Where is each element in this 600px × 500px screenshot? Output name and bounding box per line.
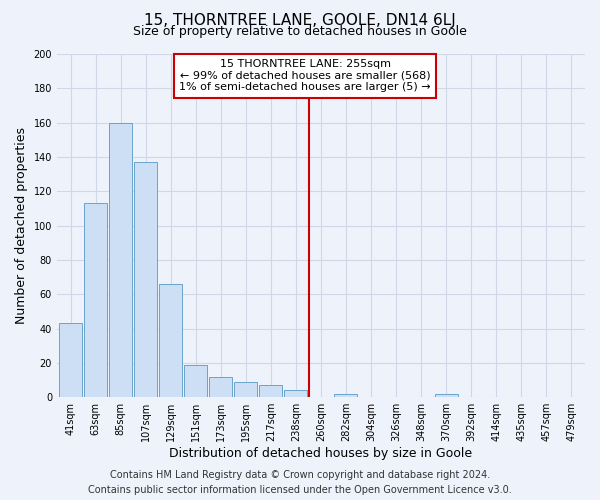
Bar xyxy=(134,162,157,397)
Bar xyxy=(284,390,307,397)
Bar xyxy=(209,376,232,397)
Bar xyxy=(84,204,107,397)
Bar xyxy=(235,382,257,397)
Text: Size of property relative to detached houses in Goole: Size of property relative to detached ho… xyxy=(133,25,467,38)
Text: 15 THORNTREE LANE: 255sqm
← 99% of detached houses are smaller (568)
1% of semi-: 15 THORNTREE LANE: 255sqm ← 99% of detac… xyxy=(179,59,431,92)
Bar xyxy=(59,324,82,397)
X-axis label: Distribution of detached houses by size in Goole: Distribution of detached houses by size … xyxy=(169,447,473,460)
Bar xyxy=(159,284,182,397)
Bar xyxy=(334,394,358,397)
Bar xyxy=(109,122,132,397)
Y-axis label: Number of detached properties: Number of detached properties xyxy=(15,127,28,324)
Text: Contains HM Land Registry data © Crown copyright and database right 2024.
Contai: Contains HM Land Registry data © Crown c… xyxy=(88,470,512,495)
Bar xyxy=(259,385,283,397)
Bar xyxy=(184,364,208,397)
Text: 15, THORNTREE LANE, GOOLE, DN14 6LJ: 15, THORNTREE LANE, GOOLE, DN14 6LJ xyxy=(144,12,456,28)
Bar xyxy=(434,394,458,397)
